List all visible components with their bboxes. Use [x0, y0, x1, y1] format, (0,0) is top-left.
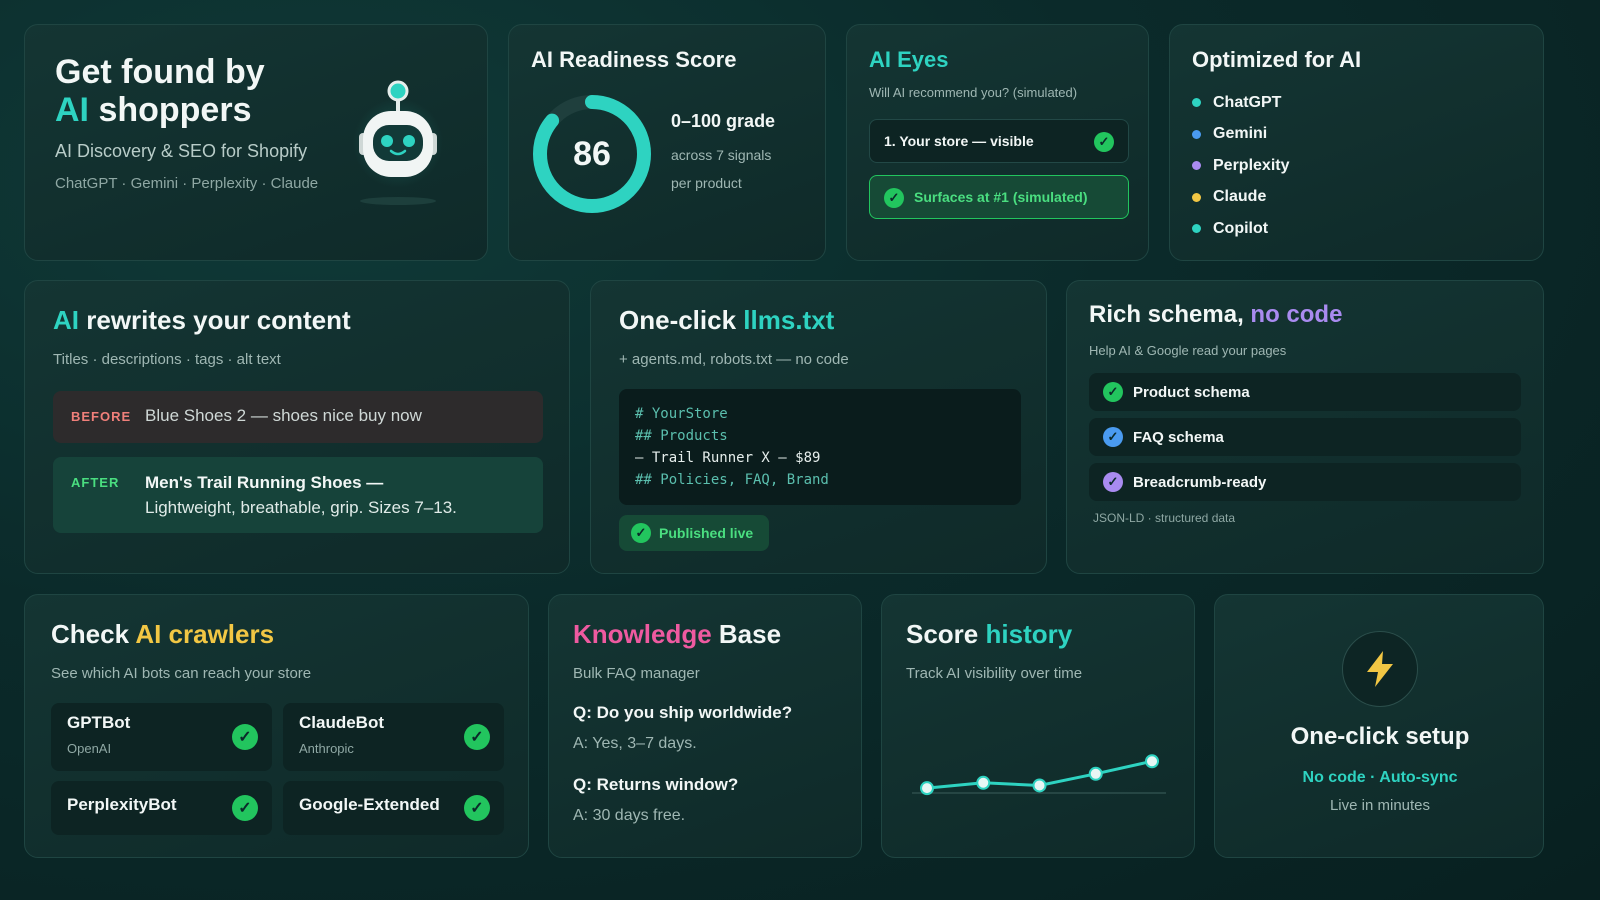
ai-eyes-result[interactable]: 1. Your store — visible ✓	[869, 119, 1129, 163]
history-title: Score history	[906, 619, 1073, 649]
lightning-icon	[1342, 631, 1418, 707]
rewrite-title: AI rewrites your content	[53, 305, 351, 335]
readiness-signals: across 7 signals	[671, 147, 772, 163]
optimized-item: Copilot	[1192, 213, 1289, 245]
kb-title: Knowledge Base	[573, 619, 782, 649]
data-point	[976, 775, 991, 790]
check-icon: ✓	[1103, 427, 1123, 447]
kb-subtitle: Bulk FAQ manager	[573, 665, 700, 682]
code-block: # YourStore ## Products – Trail Runner X –…	[619, 389, 1021, 505]
check-icon: ✓	[464, 795, 490, 821]
schema-card: Rich schema, no code Help AI & Google re…	[1066, 280, 1544, 574]
bot-name: ClaudeBot	[299, 713, 384, 732]
crawlers-card: Check AI crawlers See which AI bots can …	[24, 594, 529, 858]
ai-eyes-title: AI Eyes	[869, 47, 949, 72]
ai-eyes-card: AI Eyes Will AI recommend you? (simulate…	[846, 24, 1149, 261]
readiness-per: per product	[671, 175, 742, 191]
check-icon: ✓	[884, 188, 904, 208]
bullet-icon	[1192, 224, 1201, 234]
schema-item: ✓ Breadcrumb-ready	[1089, 463, 1521, 501]
optimized-item: Gemini	[1192, 119, 1289, 151]
optimized-title: Optimized for AI	[1192, 47, 1362, 72]
code-line: ## Products	[635, 428, 728, 444]
faq-list: Q: Do you ship worldwide? A: Yes, 3–7 day…	[573, 703, 792, 847]
check-icon: ✓	[1094, 132, 1114, 152]
faq-question: Q: Returns window?	[573, 775, 739, 794]
bot-card[interactable]: Google-Extended ✓	[283, 781, 504, 835]
published-badge: ✓ Published live	[619, 515, 770, 551]
check-icon: ✓	[631, 523, 651, 543]
bullet-icon	[1192, 161, 1201, 171]
optimized-list: ChatGPT Gemini Perplexity Claude Copilot	[1192, 87, 1289, 245]
rewrite-subtitle: Titles · descriptions · tags · alt text	[53, 351, 281, 368]
bullet-icon	[1192, 98, 1201, 108]
schema-item: ✓ Product schema	[1089, 373, 1521, 411]
crawlers-title: Check AI crawlers	[51, 619, 275, 649]
bullet-icon	[1192, 129, 1201, 139]
bullet-icon	[1192, 192, 1201, 202]
schema-subtitle: Help AI & Google read your pages	[1089, 343, 1287, 358]
data-point	[920, 781, 934, 796]
score-ring: 86	[531, 93, 653, 215]
crawlers-subtitle: See which AI bots can reach your store	[51, 665, 312, 682]
bot-card[interactable]: PerplexityBot ✓	[51, 781, 272, 835]
data-point	[1088, 766, 1103, 781]
history-card: Score history Track AI visibility over t…	[881, 594, 1195, 858]
ai-eyes-badge: ✓ Surfaces at #1 (simulated)	[869, 175, 1129, 219]
readiness-grade: 0–100 grade	[671, 111, 776, 131]
llms-card: One-click llms.txt + agents.md, robots.t…	[590, 280, 1047, 574]
optimized-item: ChatGPT	[1192, 87, 1289, 119]
after-box: AFTER Men's Trail Running Shoes — Lightw…	[53, 457, 543, 533]
code-line: # YourStore	[635, 406, 728, 422]
check-icon: ✓	[1103, 382, 1123, 402]
hero-platforms: ChatGPT · Gemini · Perplexity · Claude	[55, 175, 319, 192]
hero-card: Get found by AI shoppers AI Discovery & …	[24, 24, 488, 261]
readiness-title: AI Readiness Score	[531, 47, 737, 72]
hero-subtitle: AI Discovery & SEO for Shopify	[55, 141, 308, 161]
setup-sub: Live in minutes	[1329, 797, 1431, 814]
check-icon: ✓	[1103, 472, 1123, 492]
readiness-card: AI Readiness Score 86 0–100 grade across…	[508, 24, 826, 261]
robot-icon	[353, 73, 443, 213]
check-icon: ✓	[232, 795, 258, 821]
before-box: BEFORE Blue Shoes 2 — shoes nice buy now	[53, 391, 543, 443]
bot-name: GPTBot	[67, 713, 131, 732]
bot-card[interactable]: ClaudeBot Anthropic ✓	[283, 703, 504, 771]
setup-title: One-click setup	[1290, 723, 1470, 750]
llms-subtitle: + agents.md, robots.txt — no code	[619, 351, 849, 368]
schema-footer: JSON-LD · structured data	[1093, 511, 1236, 525]
faq-answer: A: 30 days free.	[573, 807, 686, 824]
optimized-card: Optimized for AI ChatGPT Gemini Perplexity…	[1169, 24, 1544, 261]
optimized-item: Claude	[1192, 182, 1289, 214]
setup-tagline: No code · Auto-sync	[1302, 769, 1458, 786]
history-subtitle: Track AI visibility over time	[906, 665, 1083, 682]
faq-answer: A: Yes, 3–7 days.	[573, 735, 697, 752]
ai-eyes-subtitle: Will AI recommend you? (simulated)	[869, 85, 1078, 100]
code-line: – Trail Runner X – $89	[635, 450, 821, 466]
schema-item: ✓ FAQ schema	[1089, 418, 1521, 456]
bot-owner: OpenAI	[67, 741, 112, 756]
kb-card: Knowledge Base Bulk FAQ manager Q: Do yo…	[548, 594, 862, 858]
optimized-item: Perplexity	[1192, 150, 1289, 182]
bot-name: PerplexityBot	[67, 795, 177, 814]
bot-owner: Anthropic	[299, 741, 354, 756]
llms-title: One-click llms.txt	[619, 305, 835, 335]
history-chart	[912, 754, 1166, 796]
schema-title: Rich schema, no code	[1089, 301, 1343, 328]
bot-card[interactable]: GPTBot OpenAI ✓	[51, 703, 272, 771]
schema-list: ✓ Product schema ✓ FAQ schema ✓ Breadcrumb-re…	[1089, 373, 1521, 508]
check-icon: ✓	[464, 724, 490, 750]
data-point	[1145, 754, 1159, 769]
hero-title: Get found by AI shoppers	[55, 53, 265, 129]
faq-question: Q: Do you ship worldwide?	[573, 703, 793, 722]
data-point	[1032, 778, 1047, 793]
check-icon: ✓	[232, 724, 258, 750]
code-line: ## Policies, FAQ, Brand	[635, 472, 829, 488]
bot-name: Google-Extended	[299, 795, 440, 814]
setup-card: One-click setup No code · Auto-sync Live…	[1214, 594, 1544, 858]
rewrite-card: AI rewrites your content Titles · descri…	[24, 280, 570, 574]
score-value: 86	[573, 135, 611, 173]
